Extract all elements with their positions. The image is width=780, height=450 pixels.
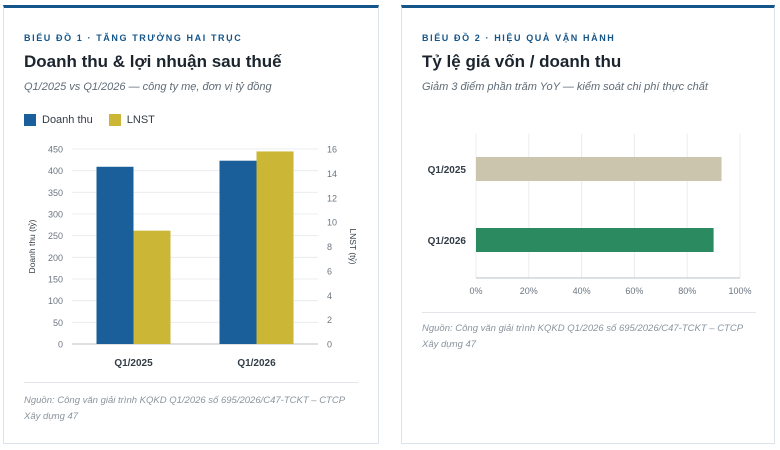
y-tick-left: 100 bbox=[48, 296, 63, 306]
legend-item-revenue: Doanh thu bbox=[24, 114, 93, 126]
y-tick-left: 150 bbox=[48, 275, 63, 285]
chart1-divider bbox=[24, 382, 358, 383]
chart2-plot: 0% 20% 40% 60% 80% 100% Q1/2025 Q1/2026 bbox=[428, 134, 752, 296]
bar-1 bbox=[476, 157, 722, 181]
x-tick-label: Q1/2025 bbox=[114, 358, 153, 369]
y-tick-left: 450 bbox=[48, 145, 63, 155]
chart2-divider bbox=[422, 312, 756, 313]
y-tick-right: 8 bbox=[327, 242, 332, 252]
y-tick-right: 4 bbox=[327, 291, 332, 301]
chart1-title: Doanh thu & lợi nhuận sau thuế bbox=[24, 52, 282, 71]
chart2-eyebrow: Biểu đồ 2 · Hiệu quả vận hành bbox=[422, 33, 616, 43]
y-tick-right: 6 bbox=[327, 266, 332, 276]
y-tick-left: 400 bbox=[48, 166, 63, 176]
bar-revenue-1 bbox=[96, 166, 134, 344]
chart1-subtitle: Q1/2025 vs Q1/2026 — công ty mẹ, đơn vị … bbox=[24, 81, 272, 93]
y-axis-label-left: Doanh thu (tỷ) bbox=[27, 219, 37, 273]
chart1-source-line1: Nguồn: Công văn giải trình KQKD Q1/2026 … bbox=[24, 395, 346, 406]
y-tick-left: 250 bbox=[48, 231, 63, 241]
x-tick: 20% bbox=[520, 286, 538, 296]
y-tick-left: 300 bbox=[48, 210, 63, 220]
chart1-legend: Doanh thu LNST bbox=[24, 114, 171, 126]
chart1-plot: 0 50 100 150 200 250 300 350 400 450 0 2 4 6 8 10 12 14 16… bbox=[27, 145, 358, 370]
x-tick: 80% bbox=[678, 286, 696, 296]
chart1-source-line2: Xây dựng 47 bbox=[24, 411, 79, 422]
bar-2 bbox=[476, 228, 714, 252]
chart2-title: Tỷ lệ giá vốn / doanh thu bbox=[422, 52, 622, 71]
chart1-source: Nguồn: Công văn giải trình KQKD Q1/2026 … bbox=[24, 393, 345, 425]
legend-label-profit: LNST bbox=[126, 114, 155, 126]
chart1-eyebrow: Biểu đồ 1 · Tăng trưởng hai trục bbox=[24, 33, 243, 43]
y-tick-right: 10 bbox=[327, 218, 337, 228]
bar-profit-1 bbox=[133, 230, 171, 344]
y-axis-label-right: LNST (tỷ) bbox=[348, 228, 358, 264]
chart-card-cost-ratio: Biểu đồ 2 · Hiệu quả vận hành Tỷ lệ giá … bbox=[401, 5, 775, 444]
y-category-label: Q1/2025 bbox=[428, 165, 467, 176]
y-tick-right: 16 bbox=[327, 145, 337, 155]
y-tick-left: 350 bbox=[48, 188, 63, 198]
y-tick-right: 0 bbox=[327, 340, 332, 350]
chart2-source-line1: Nguồn: Công văn giải trình KQKD Q1/2026 … bbox=[422, 323, 744, 334]
legend-label-revenue: Doanh thu bbox=[42, 114, 93, 126]
chart2-source-line2: Xây dựng 47 bbox=[422, 339, 477, 350]
legend-swatch-revenue bbox=[24, 114, 36, 126]
x-tick: 100% bbox=[728, 286, 751, 296]
x-tick: 0% bbox=[469, 286, 482, 296]
bar-profit-2 bbox=[256, 151, 294, 344]
y-tick-right: 14 bbox=[327, 169, 337, 179]
x-tick: 40% bbox=[573, 286, 591, 296]
y-tick-left: 0 bbox=[58, 340, 63, 350]
legend-item-profit: LNST bbox=[108, 114, 155, 126]
y-tick-right: 12 bbox=[327, 193, 337, 203]
y-tick-right: 2 bbox=[327, 315, 332, 325]
legend-swatch-profit bbox=[108, 114, 121, 126]
chart2-subtitle: Giảm 3 điểm phần trăm YoY — kiểm soát ch… bbox=[422, 81, 708, 93]
y-category-label: Q1/2026 bbox=[428, 236, 467, 247]
x-tick: 60% bbox=[625, 286, 643, 296]
y-tick-left: 50 bbox=[53, 318, 63, 328]
x-tick-label: Q1/2026 bbox=[237, 358, 276, 369]
chart-card-revenue-profit: Biểu đồ 1 · Tăng trưởng hai trục Doanh t… bbox=[3, 5, 379, 444]
chart2-source: Nguồn: Công văn giải trình KQKD Q1/2026 … bbox=[422, 321, 743, 353]
bar-revenue-2 bbox=[219, 160, 257, 344]
y-tick-left: 200 bbox=[48, 253, 63, 263]
